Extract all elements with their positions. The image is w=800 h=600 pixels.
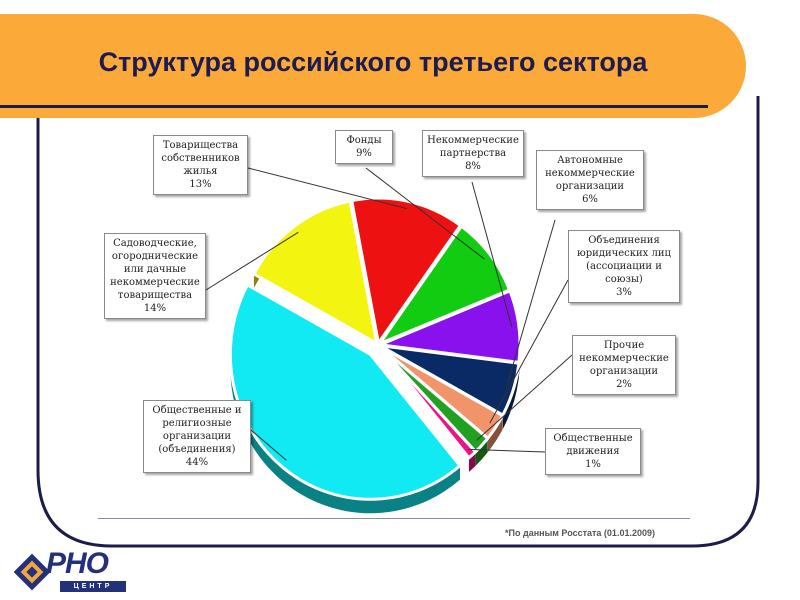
pie-slice-tsj [350, 196, 462, 345]
slice-label-line: некоммерческие [110, 277, 200, 288]
slice-label-ano: Автономные некоммерческие организации 6% [536, 150, 644, 210]
slice-label-line: товарищества [117, 290, 193, 301]
slice-label-line: партнерства [439, 148, 507, 159]
slice-label-line: организации [162, 431, 232, 442]
slice-label-line: некоммерческие [579, 353, 669, 364]
pie-slice-fondy [378, 224, 512, 346]
slice-label-line: некоммерческие [545, 168, 635, 179]
leader-line-sad [205, 231, 299, 291]
slice-label-line: юридических лиц [577, 248, 671, 259]
slice-percent: 44% [185, 457, 209, 468]
slice-label-line: Общественные [553, 433, 633, 444]
slice-label-line: Прочие [603, 340, 645, 351]
pie-slice-sad [252, 199, 379, 345]
slice-label-line: Товарищества [162, 140, 239, 151]
slice-label-line: или дачные [123, 264, 187, 275]
slice-label-line: Общественные и [152, 405, 242, 416]
slice-label-line: организации [555, 181, 625, 192]
leader-line-prochie [476, 354, 573, 441]
slice-percent: 1% [585, 459, 601, 470]
leader-line-obsh [250, 429, 287, 461]
slice-label-line: жилья [183, 166, 218, 177]
leader-line-tsj [247, 167, 408, 210]
slice-label-line: Фонды [346, 135, 382, 146]
slice-percent: 8% [465, 161, 481, 172]
slice-percent: 13% [189, 179, 212, 190]
slice-label-line: (ассоциации и [586, 261, 662, 272]
slice-label-line: религиозные [162, 418, 232, 429]
slice-label-line: Объединения [588, 235, 660, 246]
slice-label-line: огороднические [111, 251, 199, 262]
slice-label-line: союзы) [605, 274, 643, 285]
slice-label-line: (объединения) [158, 444, 236, 455]
slice-label-line: Автономные [557, 155, 623, 166]
slice-label-np: Некоммерческие партнерства 8% [422, 130, 524, 177]
logo-icon [14, 553, 51, 591]
logo-subtitle: ЦЕНТР [60, 581, 126, 592]
slice-percent: 9% [356, 148, 372, 159]
footnote: *По данным Росстата (01.01.2009) [505, 528, 655, 538]
slice-label-sad: Садоводческие, огороднические или дачные не… [104, 233, 206, 319]
slice-label-obsh: Общественные и религиозные организации (объ… [143, 400, 251, 473]
slice-label-line: организации [589, 366, 659, 377]
slice-percent: 2% [616, 379, 632, 390]
slice-label-line: собственников [161, 153, 240, 164]
slice-percent: 3% [616, 287, 632, 298]
leader-line-fondy [365, 167, 485, 260]
leader-line-ojul [489, 279, 569, 424]
slice-percent: 6% [582, 194, 598, 205]
leader-line-dvizh [467, 448, 546, 453]
slice-label-tsj: Товарищества собственников жилья 13% [153, 135, 248, 195]
slice-label-line: движения [566, 446, 620, 457]
leader-line-ano [505, 219, 556, 388]
pie-slice-dvizh [377, 344, 478, 472]
page-title: Структура российского третьего сектора [98, 47, 648, 77]
slice-label-prochie: Прочие некоммерческие организации 2% [572, 335, 676, 395]
leader-line-np [471, 181, 513, 328]
slice-label-fondy: Фонды 9% [335, 130, 393, 164]
slice-label-line: Некоммерческие [427, 135, 519, 146]
logo-text: РНО [46, 547, 109, 580]
slice-label-line: Садоводческие, [113, 238, 197, 249]
footnote-divider [98, 518, 690, 519]
slice-label-ojul: Объединения юридических лиц (ассоциации и с… [568, 230, 680, 303]
pie-slice-obsh [228, 283, 462, 514]
slice-percent: 14% [143, 303, 167, 314]
slice-label-dvizh: Общественные движения 1% [545, 428, 641, 475]
